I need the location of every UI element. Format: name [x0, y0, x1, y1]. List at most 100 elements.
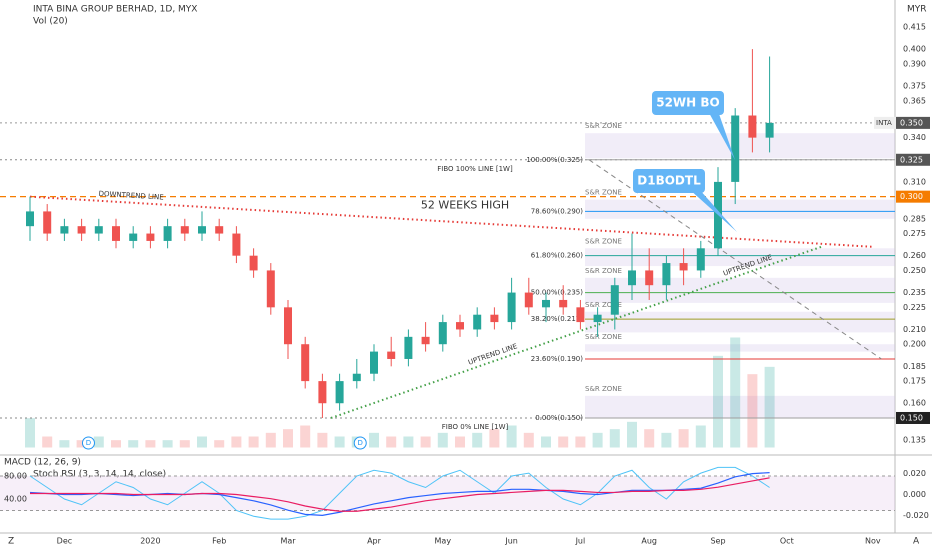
- trend-line: [330, 245, 822, 419]
- volume-bar: [764, 366, 775, 448]
- y-tick-label: 0.250: [903, 266, 926, 275]
- candle-body: [266, 270, 275, 308]
- volume-bar: [334, 436, 345, 448]
- candle-body: [215, 226, 224, 234]
- y-tick-label: 0.275: [903, 229, 926, 238]
- volume-bar: [437, 432, 448, 448]
- candle-body: [576, 307, 585, 323]
- dividend-label: D: [358, 439, 363, 447]
- candle-body: [352, 373, 361, 382]
- y-tick-label: 0.175: [903, 377, 926, 386]
- candle-body: [129, 233, 138, 241]
- candle-body: [94, 226, 103, 234]
- trend-line: [29, 195, 873, 248]
- fib-label: 78.60%(0.290): [531, 207, 583, 215]
- price-tag-label: 0.300: [900, 192, 923, 201]
- y-tick-label: 0.365: [903, 96, 926, 105]
- candle-body: [765, 122, 774, 138]
- volume-bar: [592, 432, 603, 448]
- candle-body: [645, 270, 654, 286]
- macd-title: MACD (12, 26, 9): [4, 458, 81, 468]
- sr-zone: [585, 199, 895, 219]
- volume-bar: [558, 436, 569, 448]
- candle-body: [662, 263, 671, 286]
- x-tick-label: Apr: [367, 537, 382, 546]
- candle-body: [696, 248, 705, 271]
- candle-body: [335, 381, 344, 404]
- dividend-label: D: [86, 439, 91, 447]
- x-tick-label: Oct: [780, 537, 794, 546]
- corner-label[interactable]: A: [913, 537, 920, 547]
- volume-bar: [386, 436, 397, 448]
- x-tick-label: Feb: [212, 537, 226, 546]
- price-tag-label: 0.325: [900, 155, 923, 164]
- fib-label: 0.00%(0.150): [535, 414, 583, 422]
- volume-bar: [455, 436, 465, 448]
- y-tick-label: 0.390: [903, 59, 926, 68]
- price-tag: [896, 153, 930, 166]
- candle-body: [593, 314, 602, 323]
- candle-body: [387, 351, 396, 359]
- candle-body: [473, 314, 482, 330]
- sr-zone-label: S&R ZONE: [585, 301, 622, 309]
- stoch-line: [29, 466, 770, 520]
- fib-label: 61.80%(0.260): [531, 252, 583, 260]
- volume-bar: [747, 374, 758, 448]
- volume-bar: [42, 436, 53, 448]
- sr-zone: [585, 133, 895, 159]
- sr-zone-label: S&R ZONE: [585, 267, 622, 275]
- candle-body: [404, 336, 413, 359]
- candle-body: [77, 226, 86, 234]
- y-tick-label: 0.260: [903, 251, 926, 260]
- candle-body: [43, 211, 52, 234]
- volume-bar: [489, 429, 500, 448]
- y-tick-label: 0.185: [903, 362, 926, 371]
- y-tick-label: 0.375: [903, 81, 926, 90]
- level-label: FIBO 0% LINE [1W]: [442, 423, 509, 431]
- volume-bar: [265, 432, 276, 448]
- volume-bar: [214, 440, 225, 448]
- y-tick-label: 0.135: [903, 436, 926, 445]
- x-tick-label: Mar: [280, 537, 296, 546]
- volume-bar: [59, 440, 70, 448]
- callout-pointer: [689, 189, 737, 232]
- macd-tick-label: 0.020: [903, 469, 926, 478]
- price-tag: [896, 411, 930, 424]
- y-tick-label: 0.415: [903, 22, 926, 31]
- volume-bar: [317, 432, 328, 448]
- price-tag: [896, 116, 930, 129]
- candle-body: [542, 299, 550, 308]
- macd-tick-label: 0.000: [903, 490, 926, 499]
- volume-bar: [523, 432, 534, 448]
- candle-body: [507, 292, 516, 323]
- volume-bar: [197, 436, 207, 448]
- dividend-marker: [353, 436, 367, 450]
- sr-zone-label: S&R ZONE: [585, 237, 622, 245]
- volume-bar: [248, 436, 259, 448]
- candle-body: [679, 263, 688, 271]
- corner-label[interactable]: Z: [8, 537, 14, 547]
- callout-pointer: [708, 111, 735, 160]
- stoch-tick-label: 80.00: [4, 472, 27, 481]
- volume-bar: [283, 429, 293, 448]
- volume-bar: [420, 436, 431, 448]
- sr-zone-label: S&R ZONE: [585, 122, 622, 130]
- x-tick-label: Sep: [710, 537, 725, 546]
- volume-bar: [369, 432, 379, 448]
- volume-bar: [506, 425, 517, 448]
- sr-zone-label: S&R ZONE: [585, 385, 622, 393]
- sr-zone: [585, 248, 895, 267]
- candle-body: [249, 255, 258, 271]
- y-tick-label: 0.400: [903, 45, 926, 54]
- y-tick-label: 0.160: [903, 399, 926, 408]
- candle-body: [112, 226, 120, 241]
- sr-zone: [585, 311, 895, 333]
- candle-body: [232, 233, 241, 256]
- symbol-tag: [874, 116, 896, 129]
- callout-box: [652, 91, 724, 115]
- volume-bar: [231, 436, 242, 448]
- stoch-tick-label: 40.00: [4, 495, 27, 504]
- x-tick-label: Nov: [865, 537, 881, 546]
